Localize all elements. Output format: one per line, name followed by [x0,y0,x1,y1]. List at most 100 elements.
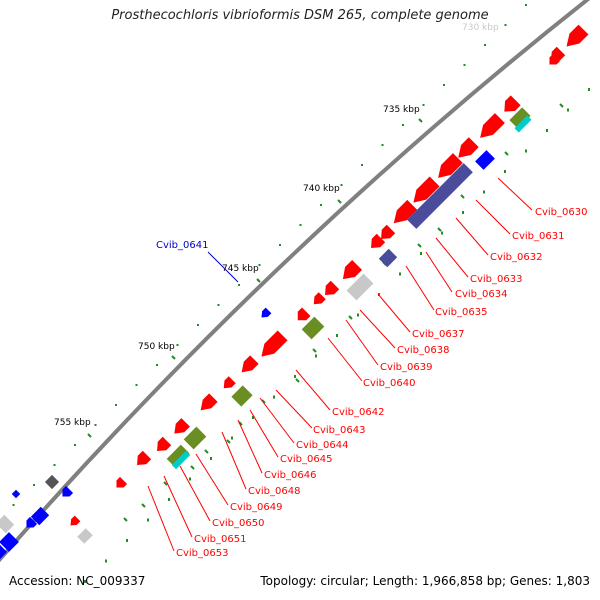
tick-mark [53,464,56,466]
inner-tick [204,449,209,454]
gene-red-2 [504,95,521,112]
gene-gray-left-shape [0,514,15,534]
accession-text: Accession: NC_009337 [9,574,146,588]
gene-red-7 [393,199,418,224]
tick-mark [567,108,569,112]
gene-blue-left-1 [62,485,74,497]
gene-purple-long [407,163,473,229]
gene-olive-2-shape [231,385,253,407]
gene-blue-left-5-shape [0,544,8,560]
leader-line-14 [237,419,263,474]
gene-label[interactable]: Cvib_0630 [535,207,587,218]
gene-cyan [514,115,532,133]
gene-label[interactable]: Cvib_0632 [490,252,542,263]
gene-purple-small [378,248,398,268]
gene-red-17 [200,393,218,411]
major-tick [256,278,261,283]
gene-red-18 [174,418,190,434]
inner-tick [123,517,128,522]
gene-dark-gray-shape [44,474,60,490]
gene-label[interactable]: Cvib_0645 [280,454,332,465]
gene-dark-gray [44,474,60,490]
tick-mark [197,324,199,326]
gene-label[interactable]: Cvib_0642 [332,407,384,418]
gene-label[interactable]: Cvib_0631 [512,231,564,242]
gene-label[interactable]: Cvib_0651 [194,534,246,545]
gene-red-11 [325,280,340,295]
gene-red-20-shape [137,450,152,465]
gene-label[interactable]: Cvib_0638 [397,345,449,356]
gene-red-12 [313,292,326,305]
gene-label[interactable]: Cvib_0641 [156,240,208,251]
gene-blue-left-3-shape [26,516,38,528]
tick-mark [74,444,76,446]
tick-mark [588,88,590,91]
tick-mark [357,313,359,317]
inner-tick [312,348,317,353]
gene-red-11-shape [325,280,340,295]
gene-olive-2 [231,385,253,407]
leader-line-4 [425,251,453,293]
leader-line-0 [497,177,533,211]
tick-mark [504,170,506,173]
gene-label[interactable]: Cvib_0637 [412,329,464,340]
leader-line-1 [475,199,511,235]
gene-label[interactable]: Cvib_0633 [470,274,522,285]
tick-mark [135,384,138,386]
inner-tick [437,227,442,232]
leader-line-16 [195,453,229,506]
leader-line-3 [435,237,469,278]
gene-label[interactable]: Cvib_0635 [435,307,487,318]
scale-label-735: 735 kbp [383,105,420,115]
leader-line-13 [249,409,279,458]
gene-blue-dot [11,489,21,499]
inner-tick [460,194,465,199]
leader-line-17 [179,465,211,522]
gene-red-8 [381,224,396,239]
scale-label-750: 750 kbp [138,342,175,352]
gene-label[interactable]: Cvib_0640 [363,378,415,389]
gene-red-8-shape [381,224,396,239]
tick-mark [189,477,191,481]
scale-label-740: 740 kbp [303,184,340,194]
gene-red-5-shape [438,153,463,178]
gene-red-22 [70,515,81,526]
gene-label[interactable]: Cvib_0643 [313,425,365,436]
gene-label[interactable]: Cvib_0648 [248,486,300,497]
gene-label[interactable]: Cvib_0646 [264,470,316,481]
gene-label[interactable]: Cvib_0650 [212,518,264,529]
genome-backbone-arc [0,0,591,563]
gene-label[interactable]: Cvib_0644 [296,440,348,451]
tick-marks [12,4,590,583]
gene-red-17-shape [200,393,218,411]
gene-olive-4 [509,107,531,129]
tick-mark [84,580,86,583]
inner-tick [295,378,300,383]
tick-mark [156,364,158,366]
gene-red-15 [241,355,259,373]
tick-mark [210,457,212,460]
gene-blue-outer-shape [261,307,272,318]
gene-label[interactable]: Cvib_0653 [176,548,228,559]
tick-mark [105,559,107,563]
tick-mark [546,129,548,132]
tick-mark [238,284,240,286]
tick-mark [463,64,466,66]
tick-mark [340,184,343,186]
leader-line-18 [163,475,193,538]
tick-mark [504,24,507,26]
gene-label[interactable]: Cvib_0639 [380,362,432,373]
inner-tick [141,503,146,508]
tick-mark [147,518,149,522]
gene-label[interactable]: Cvib_0649 [230,502,282,513]
gene-red-0 [566,24,589,47]
gene-red-15-shape [241,355,259,373]
gene-red-16 [223,376,236,389]
leader-line-2 [455,217,489,256]
gene-olive-5 [166,444,190,468]
inner-tick [163,481,168,486]
gene-blue-left-1-shape [62,485,74,497]
gene-blue-left-2-shape [30,506,50,526]
gene-label[interactable]: Cvib_0634 [455,289,507,300]
